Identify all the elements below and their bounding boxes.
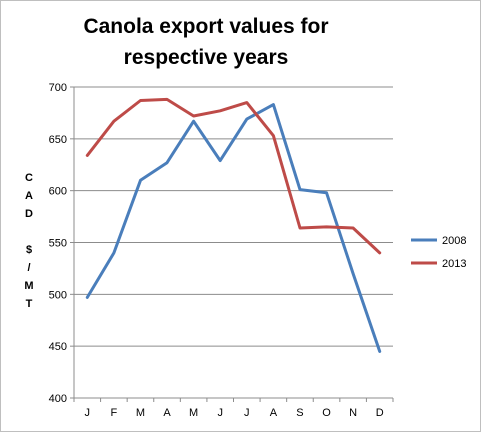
y-tick-label: 400 <box>49 393 67 405</box>
x-tick-label: J <box>85 407 91 419</box>
data-point-2008 <box>113 252 115 254</box>
legend-label-2008: 2008 <box>442 235 466 247</box>
data-point-2013 <box>352 227 354 229</box>
series-line-2013 <box>85 97 382 255</box>
data-point-2013 <box>246 102 248 104</box>
legend-label-2013: 2013 <box>442 258 466 270</box>
x-tick-label: A <box>163 407 171 419</box>
x-tick-label: A <box>270 407 278 419</box>
data-point-2013 <box>113 120 115 122</box>
series-line-2008 <box>85 103 382 353</box>
x-tick-label: J <box>217 407 223 419</box>
data-point-2013 <box>272 135 274 137</box>
y-tick-label: 600 <box>49 186 67 198</box>
x-tick-label: J <box>244 407 250 419</box>
data-point-2008 <box>246 118 248 120</box>
data-point-2008 <box>272 104 274 106</box>
data-point-2013 <box>193 115 195 117</box>
data-point-2013 <box>379 252 381 254</box>
data-point-2008 <box>166 162 168 164</box>
data-point-2008 <box>219 160 221 162</box>
data-point-2013 <box>326 226 328 228</box>
x-tick-label: M <box>189 407 198 419</box>
y-tick-label: 550 <box>49 238 67 250</box>
gridlines <box>74 86 393 347</box>
data-point-2008 <box>139 179 141 181</box>
data-point-2008 <box>352 273 354 275</box>
legend: 2008 2013 <box>411 235 466 270</box>
x-tick-label: S <box>296 407 303 419</box>
x-tick-label: M <box>136 407 145 419</box>
axes: 400 450 500 550 600 650 700 J F M A M J J A S O N D <box>49 82 394 419</box>
y-tick-label: 700 <box>49 82 67 94</box>
series <box>85 97 382 353</box>
data-point-2013 <box>299 227 301 229</box>
data-point-2008 <box>299 189 301 191</box>
x-tick-label: F <box>111 407 118 419</box>
y-tick-label: 500 <box>49 289 67 301</box>
data-point-2013 <box>219 110 221 112</box>
data-point-2013 <box>86 154 88 156</box>
x-tick-label: N <box>349 407 357 419</box>
data-point-2008 <box>193 120 195 122</box>
y-tick-label: 650 <box>49 134 67 146</box>
data-point-2008 <box>86 296 88 298</box>
data-point-2013 <box>166 98 168 100</box>
data-point-2013 <box>139 99 141 101</box>
chart-title: Canola export values for respective year… <box>83 15 329 69</box>
y-tick-label: 450 <box>49 341 67 353</box>
x-tick-label: D <box>376 407 384 419</box>
data-point-2008 <box>379 350 381 352</box>
data-point-2008 <box>326 192 328 194</box>
x-tick-label: O <box>322 407 331 419</box>
